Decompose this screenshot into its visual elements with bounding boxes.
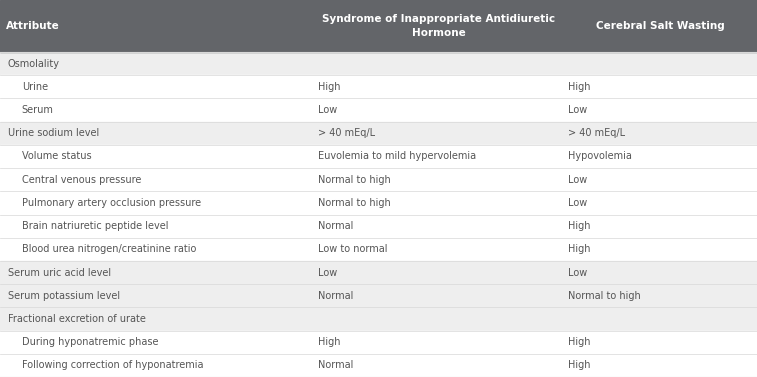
- Text: Normal: Normal: [318, 360, 354, 370]
- Text: Serum potassium level: Serum potassium level: [8, 291, 120, 301]
- Text: Normal to high: Normal to high: [318, 175, 391, 185]
- Text: > 40 mEq/L: > 40 mEq/L: [318, 128, 375, 138]
- Text: Normal: Normal: [318, 291, 354, 301]
- Text: Normal: Normal: [318, 221, 354, 231]
- Text: Urine: Urine: [22, 82, 48, 92]
- Bar: [0, 354, 757, 377]
- Text: High: High: [568, 337, 590, 347]
- Bar: [0, 191, 757, 215]
- Bar: [0, 122, 757, 145]
- Text: High: High: [318, 82, 341, 92]
- Bar: [0, 284, 757, 307]
- Bar: [0, 215, 757, 238]
- Text: Attribute: Attribute: [6, 21, 60, 31]
- Bar: [0, 307, 757, 331]
- Bar: [0, 168, 757, 191]
- Text: > 40 mEq/L: > 40 mEq/L: [568, 128, 625, 138]
- Bar: [0, 0, 757, 52]
- Text: Central venous pressure: Central venous pressure: [22, 175, 141, 185]
- Text: Syndrome of Inappropriate Antidiuretic
Hormone: Syndrome of Inappropriate Antidiuretic H…: [322, 14, 556, 38]
- Text: Brain natriuretic peptide level: Brain natriuretic peptide level: [22, 221, 168, 231]
- Text: High: High: [568, 221, 590, 231]
- Text: Following correction of hyponatremia: Following correction of hyponatremia: [22, 360, 204, 370]
- Text: Normal to high: Normal to high: [318, 198, 391, 208]
- Text: Osmolality: Osmolality: [8, 58, 60, 69]
- Bar: [0, 145, 757, 168]
- Bar: [0, 98, 757, 122]
- Text: During hyponatremic phase: During hyponatremic phase: [22, 337, 158, 347]
- Text: Low: Low: [568, 175, 587, 185]
- Bar: [0, 75, 757, 98]
- Text: Low: Low: [568, 105, 587, 115]
- Text: High: High: [318, 337, 341, 347]
- Text: Low: Low: [318, 268, 338, 277]
- Text: Cerebral Salt Wasting: Cerebral Salt Wasting: [596, 21, 725, 31]
- Text: High: High: [568, 244, 590, 254]
- Text: High: High: [568, 82, 590, 92]
- Text: Pulmonary artery occlusion pressure: Pulmonary artery occlusion pressure: [22, 198, 201, 208]
- Text: Low to normal: Low to normal: [318, 244, 388, 254]
- Text: Fractional excretion of urate: Fractional excretion of urate: [8, 314, 145, 324]
- Text: Low: Low: [568, 198, 587, 208]
- Text: Low: Low: [318, 105, 338, 115]
- Text: High: High: [568, 360, 590, 370]
- Text: Volume status: Volume status: [22, 152, 92, 161]
- Text: Urine sodium level: Urine sodium level: [8, 128, 99, 138]
- Text: Blood urea nitrogen/creatinine ratio: Blood urea nitrogen/creatinine ratio: [22, 244, 196, 254]
- Bar: [0, 261, 757, 284]
- Text: Hypovolemia: Hypovolemia: [568, 152, 632, 161]
- Bar: [0, 238, 757, 261]
- Text: Serum uric acid level: Serum uric acid level: [8, 268, 111, 277]
- Text: Serum: Serum: [22, 105, 54, 115]
- Text: Euvolemia to mild hypervolemia: Euvolemia to mild hypervolemia: [318, 152, 476, 161]
- Text: Normal to high: Normal to high: [568, 291, 640, 301]
- Bar: [0, 52, 757, 75]
- Bar: [0, 331, 757, 354]
- Text: Low: Low: [568, 268, 587, 277]
